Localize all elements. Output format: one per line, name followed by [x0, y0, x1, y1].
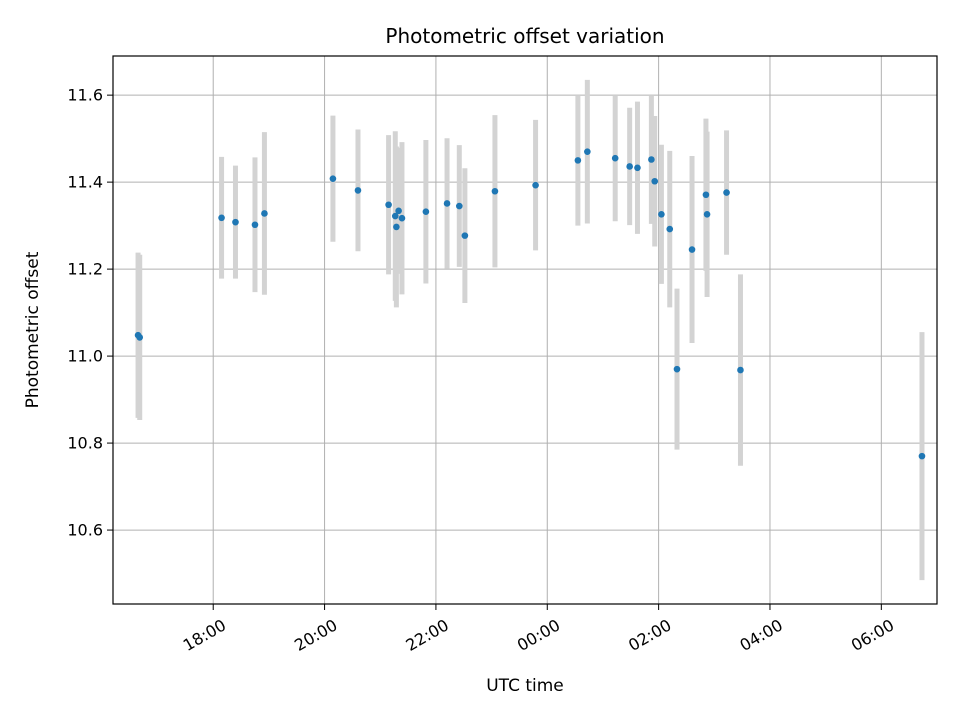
grid — [113, 56, 937, 604]
plot-frame — [112, 55, 938, 605]
data-points — [134, 148, 926, 460]
data-point — [723, 189, 730, 196]
data-point — [666, 225, 674, 233]
data-point — [398, 214, 406, 222]
x-tick-label: 18:00 — [180, 615, 229, 655]
data-point — [634, 164, 641, 172]
data-point — [584, 148, 591, 155]
data-point — [532, 181, 539, 189]
x-tick-label: 00:00 — [514, 615, 563, 655]
data-point — [385, 201, 392, 209]
data-point — [651, 177, 659, 185]
x-tick-label: 22:00 — [402, 615, 451, 655]
error-bars — [135, 79, 925, 581]
y-tick-label: 11.4 — [67, 173, 103, 192]
x-tick-label: 04:00 — [737, 615, 786, 655]
data-point — [391, 212, 399, 220]
y-tick-label: 10.6 — [67, 521, 103, 540]
data-point — [261, 210, 268, 217]
data-point — [218, 214, 225, 222]
x-axis-label: UTC time — [486, 676, 564, 696]
data-point — [918, 452, 926, 460]
y-tick-label: 11.0 — [67, 347, 103, 366]
data-point — [658, 211, 665, 218]
data-point — [737, 366, 744, 374]
data-point — [491, 187, 499, 195]
x-tick-label: 20:00 — [291, 615, 340, 655]
data-point — [251, 221, 259, 229]
data-point — [443, 200, 451, 207]
data-point — [329, 175, 337, 182]
data-point — [136, 334, 144, 341]
y-axis-label: Photometric offset — [23, 251, 43, 408]
data-point — [232, 218, 239, 226]
x-axis-ticks: 18:00 20:00 22:00 00:00 02:00 04:00 06:00 — [180, 604, 897, 655]
data-point — [422, 208, 430, 216]
data-point — [354, 187, 362, 194]
x-tick-label: 02:00 — [625, 615, 674, 655]
data-point — [395, 207, 402, 215]
data-point — [626, 163, 633, 170]
x-tick-label: 06:00 — [848, 615, 897, 655]
y-tick-label: 10.8 — [67, 434, 103, 453]
chart-title: Photometric offset variation — [385, 24, 664, 48]
data-point — [393, 223, 400, 231]
data-point — [574, 157, 582, 164]
data-point — [461, 232, 469, 239]
data-point — [611, 154, 619, 162]
y-axis-ticks: 10.6 10.8 11.0 11.2 11.4 11.6 — [67, 86, 113, 540]
data-point — [456, 202, 463, 210]
data-point — [648, 156, 655, 163]
data-point — [702, 191, 710, 199]
data-point — [688, 246, 696, 253]
data-point — [673, 365, 681, 373]
y-tick-label: 11.2 — [67, 260, 103, 279]
y-tick-label: 11.6 — [67, 86, 103, 105]
data-point — [703, 211, 711, 218]
